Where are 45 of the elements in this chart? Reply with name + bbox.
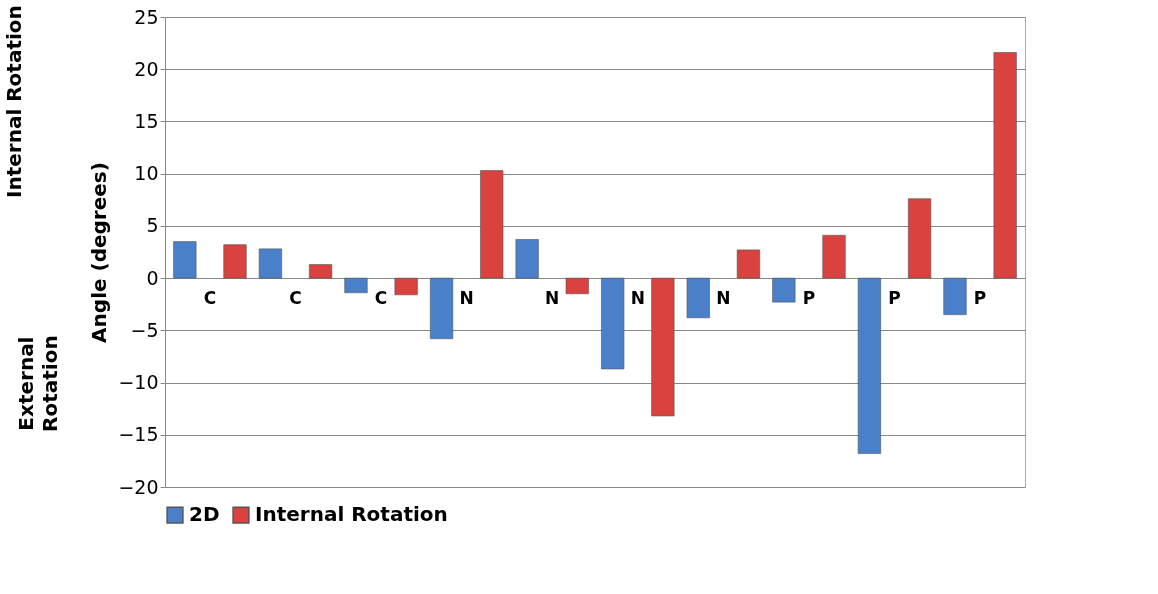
bar [173,241,197,279]
legend-label: 2D [189,502,220,527]
bar [344,277,368,294]
bar [515,239,539,279]
x-tick-label: C [203,287,217,308]
x-tick-label: N [630,287,645,308]
bar [258,248,282,279]
bar [822,234,846,279]
legend-label: Internal Rotation [255,502,448,527]
y-tick-label: 0 [146,266,159,289]
y-tick-label: −15 [118,423,159,446]
x-tick-label: P [802,287,816,308]
x-tick-label: C [289,287,302,308]
x-tick-label: N [716,287,731,308]
y-tick-label: −20 [118,475,159,498]
text: Internal Rotation [2,5,26,199]
bar [223,244,247,279]
y-tick-label: −5 [130,318,159,341]
x-tick-label: P [973,287,987,308]
y-tick-label: 25 [134,5,159,28]
y-tick-label: 5 [146,214,159,237]
text: External Rotation [14,335,62,432]
y-tick-label: 10 [134,162,159,185]
y-tick-label: −10 [118,371,159,394]
bar [943,277,967,315]
bar [772,277,796,303]
x-tick-label: N [545,287,560,308]
bar [565,277,589,295]
bar [736,249,761,279]
x-tick-label: P [888,287,901,308]
y-tick-label: 15 [134,109,159,132]
y-axis-title: Angle (degrees) [87,162,112,343]
bar [857,277,882,454]
bar [429,277,454,339]
x-tick-label: C [374,287,388,308]
y-tick-label: 20 [134,57,159,80]
bar [993,52,1017,279]
bar [686,277,710,319]
bar [601,277,625,370]
x-tick-label: N [459,287,474,308]
bar [908,198,932,279]
bar [394,277,418,296]
bar [651,277,675,417]
bar [308,264,333,279]
bar [480,170,504,279]
